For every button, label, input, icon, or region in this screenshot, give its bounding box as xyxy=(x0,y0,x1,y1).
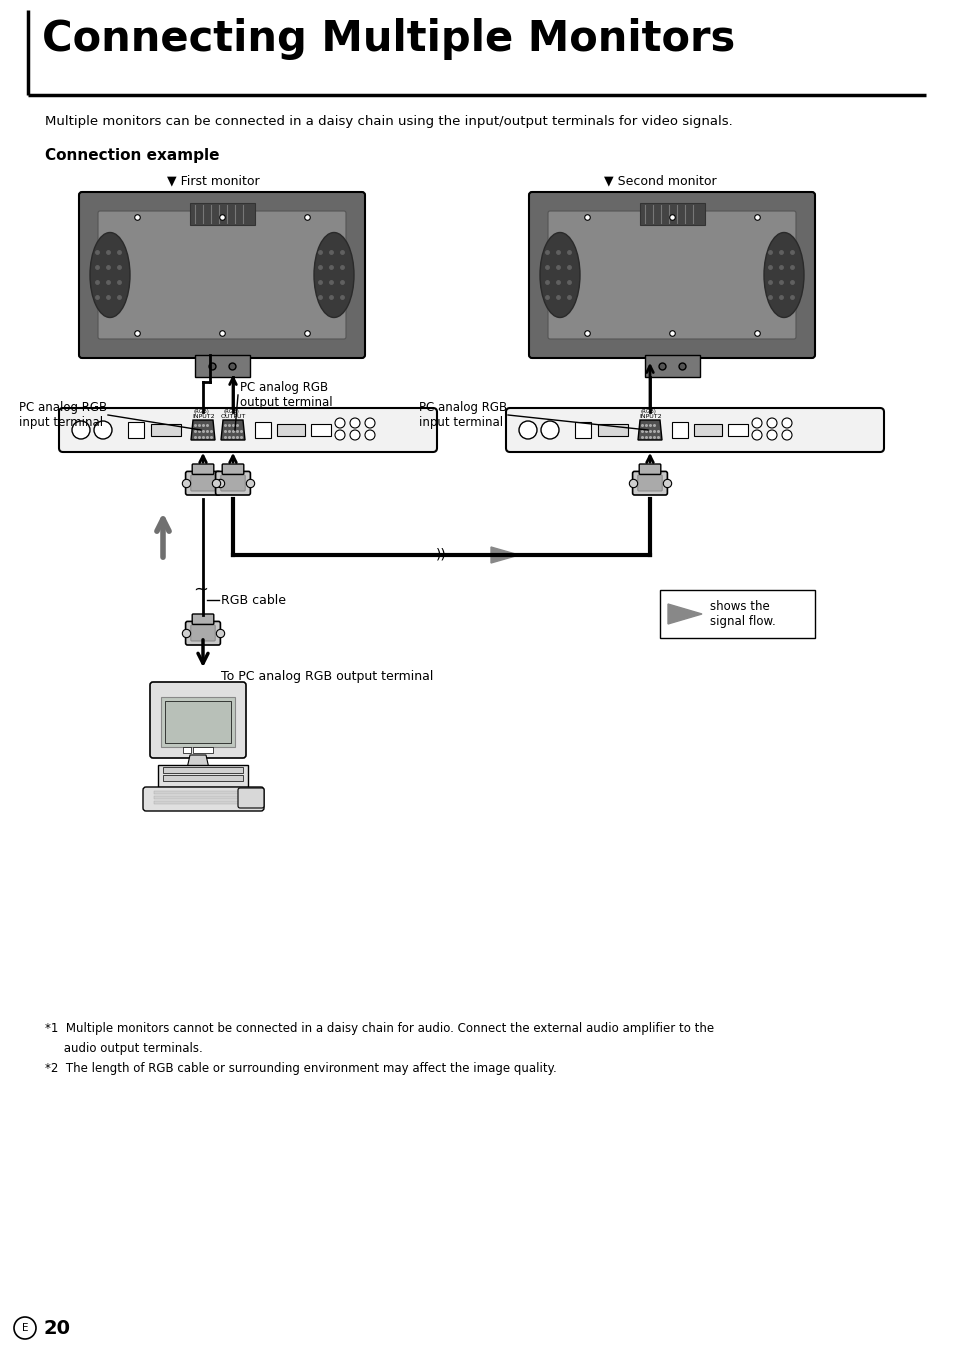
FancyBboxPatch shape xyxy=(639,463,660,474)
Bar xyxy=(161,697,234,747)
Bar xyxy=(153,790,253,794)
FancyBboxPatch shape xyxy=(659,590,814,638)
Circle shape xyxy=(751,417,761,428)
FancyBboxPatch shape xyxy=(192,463,213,474)
Bar xyxy=(183,747,191,753)
Text: PC analog RGB
input terminal: PC analog RGB input terminal xyxy=(418,401,506,430)
Text: )): )) xyxy=(436,549,446,562)
Bar xyxy=(153,801,253,804)
Text: INPUT2: INPUT2 xyxy=(639,413,661,419)
Text: audio output terminals.: audio output terminals. xyxy=(45,1042,203,1055)
Text: OUTPUT: OUTPUT xyxy=(221,413,246,419)
Bar xyxy=(276,424,305,436)
FancyBboxPatch shape xyxy=(191,476,215,490)
Bar xyxy=(190,203,254,226)
Bar xyxy=(128,422,144,438)
Bar xyxy=(311,424,331,436)
Bar xyxy=(193,747,213,753)
Text: (RGB): (RGB) xyxy=(640,409,657,413)
Text: RGB cable: RGB cable xyxy=(221,593,286,607)
Bar xyxy=(639,203,704,226)
Circle shape xyxy=(751,430,761,440)
Text: (RGB): (RGB) xyxy=(224,409,239,413)
Circle shape xyxy=(335,417,345,428)
Text: 20: 20 xyxy=(44,1319,71,1337)
Text: Connection example: Connection example xyxy=(45,149,219,163)
Circle shape xyxy=(14,1317,36,1339)
Circle shape xyxy=(71,422,90,439)
Bar xyxy=(575,422,590,438)
Circle shape xyxy=(781,430,791,440)
FancyBboxPatch shape xyxy=(237,788,264,808)
Circle shape xyxy=(540,422,558,439)
Bar xyxy=(165,701,231,743)
Circle shape xyxy=(766,430,776,440)
FancyBboxPatch shape xyxy=(547,211,795,339)
Text: INPUT2: INPUT2 xyxy=(192,413,214,419)
Text: E: E xyxy=(22,1323,29,1333)
Bar xyxy=(693,424,721,436)
FancyBboxPatch shape xyxy=(59,408,436,453)
Text: To PC analog RGB output terminal: To PC analog RGB output terminal xyxy=(221,670,433,684)
FancyBboxPatch shape xyxy=(186,471,220,494)
FancyBboxPatch shape xyxy=(192,613,213,624)
Ellipse shape xyxy=(90,232,130,317)
Circle shape xyxy=(350,417,359,428)
Text: ▼ Second monitor: ▼ Second monitor xyxy=(603,174,716,186)
Bar xyxy=(598,424,627,436)
Bar xyxy=(254,422,271,438)
FancyBboxPatch shape xyxy=(98,211,346,339)
Text: *1  Multiple monitors cannot be connected in a daisy chain for audio. Connect th: *1 Multiple monitors cannot be connected… xyxy=(45,1021,714,1035)
Text: Multiple monitors can be connected in a daisy chain using the input/output termi: Multiple monitors can be connected in a … xyxy=(45,115,732,128)
Circle shape xyxy=(365,417,375,428)
Circle shape xyxy=(365,430,375,440)
FancyBboxPatch shape xyxy=(632,471,667,494)
Circle shape xyxy=(781,417,791,428)
Bar xyxy=(194,355,250,377)
Bar xyxy=(153,796,253,798)
Bar xyxy=(671,422,687,438)
FancyBboxPatch shape xyxy=(186,621,220,644)
FancyBboxPatch shape xyxy=(143,788,264,811)
FancyBboxPatch shape xyxy=(191,626,215,640)
Bar xyxy=(158,765,248,788)
FancyBboxPatch shape xyxy=(529,192,814,358)
Bar xyxy=(163,775,243,781)
Text: Connecting Multiple Monitors: Connecting Multiple Monitors xyxy=(42,18,735,59)
Text: shows the
signal flow.: shows the signal flow. xyxy=(709,600,775,628)
Polygon shape xyxy=(667,604,701,624)
FancyBboxPatch shape xyxy=(638,476,661,490)
Text: ▼ First monitor: ▼ First monitor xyxy=(167,174,259,186)
Ellipse shape xyxy=(763,232,803,317)
Circle shape xyxy=(94,422,112,439)
Polygon shape xyxy=(191,420,214,440)
FancyBboxPatch shape xyxy=(505,408,883,453)
Ellipse shape xyxy=(314,232,354,317)
Polygon shape xyxy=(491,547,518,563)
Circle shape xyxy=(766,417,776,428)
Bar xyxy=(644,355,700,377)
Text: PC analog RGB
input terminal: PC analog RGB input terminal xyxy=(19,401,107,430)
Polygon shape xyxy=(186,755,210,773)
Bar xyxy=(151,424,181,436)
FancyBboxPatch shape xyxy=(220,476,245,490)
Circle shape xyxy=(350,430,359,440)
Text: (RGB): (RGB) xyxy=(193,409,210,413)
Circle shape xyxy=(335,430,345,440)
FancyBboxPatch shape xyxy=(222,463,244,474)
FancyBboxPatch shape xyxy=(79,192,365,358)
Text: ~: ~ xyxy=(193,581,209,598)
FancyBboxPatch shape xyxy=(215,471,250,494)
Bar xyxy=(727,424,747,436)
Bar xyxy=(163,767,243,773)
Polygon shape xyxy=(638,420,661,440)
FancyBboxPatch shape xyxy=(150,682,246,758)
Ellipse shape xyxy=(539,232,579,317)
Polygon shape xyxy=(221,420,245,440)
Text: *2  The length of RGB cable or surrounding environment may affect the image qual: *2 The length of RGB cable or surroundin… xyxy=(45,1062,557,1075)
Text: PC analog RGB
output terminal: PC analog RGB output terminal xyxy=(240,381,333,409)
Circle shape xyxy=(518,422,537,439)
